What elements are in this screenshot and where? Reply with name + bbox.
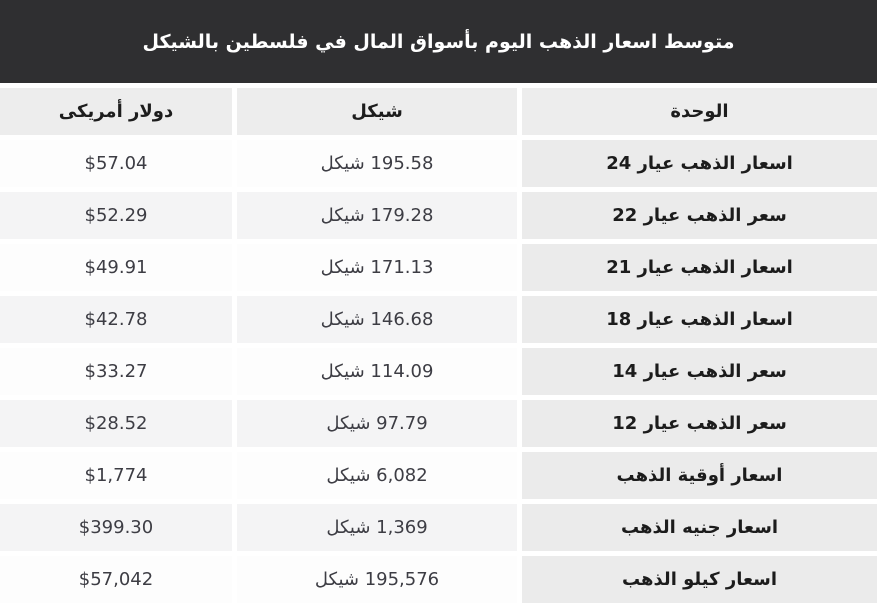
dollar-cell: $57,042: [0, 556, 232, 603]
shekel-cell: 1,369 شيكل: [237, 504, 517, 551]
dollar-column-header: دولار أمريكى: [0, 88, 232, 135]
page-title: متوسط اسعار الذهب اليوم بأسواق المال في …: [142, 30, 735, 53]
shekel-cell: 179.28 شيكل: [237, 192, 517, 239]
unit-cell: اسعار الذهب عيار 24: [522, 140, 877, 187]
dollar-cell: $42.78: [0, 296, 232, 343]
table-row: اسعار جنيه الذهب 1,369 شيكل $399.30: [0, 504, 877, 551]
shekel-cell: 6,082 شيكل: [237, 452, 517, 499]
unit-cell: سعر الذهب عيار 22: [522, 192, 877, 239]
unit-cell: اسعار أوقية الذهب: [522, 452, 877, 499]
shekel-cell: 195.58 شيكل: [237, 140, 517, 187]
table-row: اسعار الذهب عيار 18 146.68 شيكل $42.78: [0, 296, 877, 343]
unit-cell: سعر الذهب عيار 12: [522, 400, 877, 447]
shekel-column-header: شيكل: [237, 88, 517, 135]
unit-cell: اسعار كيلو الذهب: [522, 556, 877, 603]
dollar-cell: $1,774: [0, 452, 232, 499]
table-header-row: الوحدة شيكل دولار أمريكى: [0, 88, 877, 135]
unit-cell: اسعار الذهب عيار 18: [522, 296, 877, 343]
table-row: اسعار كيلو الذهب 195,576 شيكل $57,042: [0, 556, 877, 603]
shekel-cell: 146.68 شيكل: [237, 296, 517, 343]
dollar-cell: $399.30: [0, 504, 232, 551]
shekel-cell: 97.79 شيكل: [237, 400, 517, 447]
dollar-cell: $52.29: [0, 192, 232, 239]
dollar-cell: $33.27: [0, 348, 232, 395]
dollar-cell: $49.91: [0, 244, 232, 291]
gold-price-table: الوحدة شيكل دولار أمريكى اسعار الذهب عيا…: [0, 88, 877, 603]
table-row: اسعار الذهب عيار 24 195.58 شيكل $57.04: [0, 140, 877, 187]
title-bar: متوسط اسعار الذهب اليوم بأسواق المال في …: [0, 0, 877, 83]
shekel-cell: 114.09 شيكل: [237, 348, 517, 395]
table-row: اسعار الذهب عيار 21 171.13 شيكل $49.91: [0, 244, 877, 291]
unit-cell: اسعار الذهب عيار 21: [522, 244, 877, 291]
table-row: سعر الذهب عيار 14 114.09 شيكل $33.27: [0, 348, 877, 395]
shekel-cell: 195,576 شيكل: [237, 556, 517, 603]
table-row: سعر الذهب عيار 12 97.79 شيكل $28.52: [0, 400, 877, 447]
shekel-cell: 171.13 شيكل: [237, 244, 517, 291]
table-row: اسعار أوقية الذهب 6,082 شيكل $1,774: [0, 452, 877, 499]
dollar-cell: $28.52: [0, 400, 232, 447]
dollar-cell: $57.04: [0, 140, 232, 187]
unit-cell: سعر الذهب عيار 14: [522, 348, 877, 395]
unit-cell: اسعار جنيه الذهب: [522, 504, 877, 551]
table-row: سعر الذهب عيار 22 179.28 شيكل $52.29: [0, 192, 877, 239]
unit-column-header: الوحدة: [522, 88, 877, 135]
